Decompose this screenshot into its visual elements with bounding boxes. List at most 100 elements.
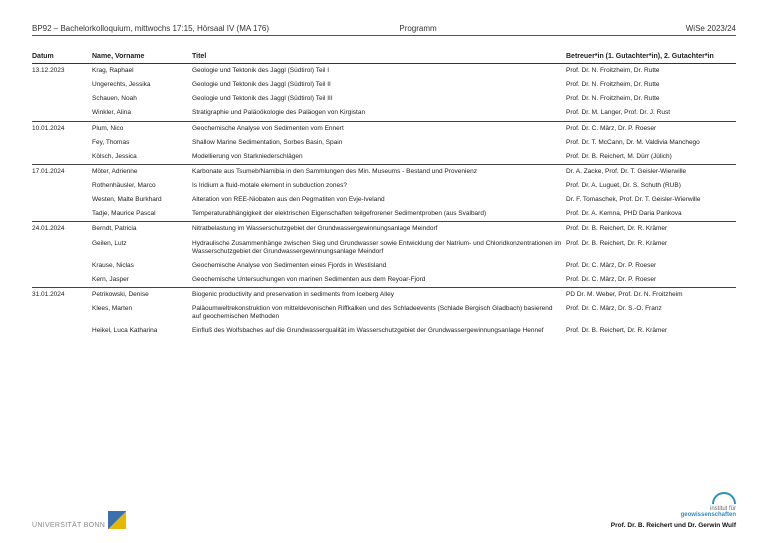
cell: Prof. Dr. B. Reichert, Dr. R. Krämer [566,222,736,237]
cell [32,150,92,165]
cell: Prof. Dr. M. Langer, Prof. Dr. J. Rust [566,106,736,121]
table-row: 24.01.2024Berndt, PatriciaNitratbelastun… [32,222,736,237]
cell: Prof. Dr. A. Luguet, Dr. S. Schuth (RUB) [566,179,736,193]
table-row: 17.01.2024Möter, AdrienneKarbonate aus T… [32,164,736,179]
cell [32,273,92,288]
cell: Prof. Dr. C. März, Dr. P. Roeser [566,259,736,273]
cell: Einfluß des Wolfsbaches auf die Grundwas… [192,324,566,338]
cell: Hydraulische Zusammenhänge zwischen Sieg… [192,237,566,259]
cell [32,237,92,259]
cell: Geilen, Lutz [92,237,192,259]
col-name: Name, Vorname [92,50,192,64]
cell: Is Iridium a fluid-motale element in sub… [192,179,566,193]
cell: Prof. Dr. T. McCann, Dr. M. Valdivia Man… [566,136,736,150]
cell: PD Dr. M. Weber, Prof. Dr. N. Froitzheim [566,288,736,303]
table-row: Krause, NiclasGeochemische Analyse von S… [32,259,736,273]
cell: Temperaturabhängigkeit der elektrischen … [192,207,566,222]
cell: 10.01.2024 [32,121,92,136]
table-row: Ungerechts, JessikaGeologie und Tektonik… [32,78,736,92]
cell: Biogenic productivity and preservation i… [192,288,566,303]
cell: Prof. Dr. C. März, Dr. P. Roeser [566,273,736,288]
header-mid: Programm [399,24,436,33]
table-row: 31.01.2024Petrikowski, DeniseBiogenic pr… [32,288,736,303]
table-row: Kölsch, JessicaModellierung von Starknie… [32,150,736,165]
cell: Geochemische Analyse von Sedimenten eine… [192,259,566,273]
table-row: Klees, MartenPaläoumweltrekonstruktion v… [32,302,736,324]
cell: Winkler, Alina [92,106,192,121]
table-row: Westen, Malte BurkhardAlteration von REE… [32,193,736,207]
byline: Prof. Dr. B. Reichert und Dr. Gerwin Wul… [611,522,736,529]
cell: Prof. Dr. A. Kemna, PHD Daria Pankova [566,207,736,222]
cell: Fey, Thomas [92,136,192,150]
table-row: Rothenhäusler, MarcoIs Iridium a fluid-m… [32,179,736,193]
table-row: Winkler, AlinaStratigraphie und Paläoöko… [32,106,736,121]
cell: Shallow Marine Sedimentation, Sorbes Bas… [192,136,566,150]
cell: Geologie und Tektonik des Jaggl (Südtiro… [192,64,566,79]
cell: Geologie und Tektonik des Jaggl (Südtiro… [192,78,566,92]
table-row: Geilen, LutzHydraulische Zusammenhänge z… [32,237,736,259]
table-row: Kern, JasperGeochemische Untersuchungen … [32,273,736,288]
cell: Ungerechts, Jessika [92,78,192,92]
cell: Geochemische Untersuchungen von marinen … [192,273,566,288]
table-row: 13.12.2023Krag, RaphaelGeologie und Tekt… [32,64,736,79]
cell [32,207,92,222]
header-left: BP92 – Bachelorkolloquium, mittwochs 17:… [32,24,269,33]
cell: Dr. A. Zacke, Prof. Dr. T. Geisler-Wierw… [566,164,736,179]
col-date: Datum [32,50,92,64]
uni-name: UNIVERSITÄT BONN [32,522,105,529]
cell: Prof. Dr. C. März, Dr. S.-O. Franz [566,302,736,324]
cell: 17.01.2024 [32,164,92,179]
cell: Schauen, Noah [92,92,192,106]
cell [32,302,92,324]
cell: Heikel, Luca Katharina [92,324,192,338]
cell: Kern, Jasper [92,273,192,288]
cell: Stratigraphie und Paläoökologie des Palä… [192,106,566,121]
cell: 31.01.2024 [32,288,92,303]
cell [32,259,92,273]
institute-line2: geowissenschaften [611,512,736,518]
schedule-table: Datum Name, Vorname Titel Betreuer*in (1… [32,50,736,339]
cell: Alteration von REE-Niobaten aus den Pegm… [192,193,566,207]
cell: Geologie und Tektonik des Jaggl (Südtiro… [192,92,566,106]
cell: Nitratbelastung im Wasserschutzgebiet de… [192,222,566,237]
cell: Rothenhäusler, Marco [92,179,192,193]
geo-arc-icon [712,492,736,504]
cell: Möter, Adrienne [92,164,192,179]
cell: Prof. Dr. N. Froitzheim, Dr. Rutte [566,64,736,79]
table-row: Schauen, NoahGeologie und Tektonik des J… [32,92,736,106]
cell: Prof. Dr. B. Reichert, M. Dürr (Jülich) [566,150,736,165]
cell: Plum, Nico [92,121,192,136]
table-row: 10.01.2024Plum, NicoGeochemische Analyse… [32,121,736,136]
cell: Berndt, Patricia [92,222,192,237]
page-footer: UNIVERSITÄT BONN institut für geowissens… [32,492,736,529]
table-row: Fey, ThomasShallow Marine Sedimentation,… [32,136,736,150]
institute-logo: institut für geowissenschaften Prof. Dr.… [611,492,736,529]
cell: Prof. Dr. N. Froitzheim, Dr. Rutte [566,78,736,92]
col-title: Titel [192,50,566,64]
cell [32,92,92,106]
page-header: BP92 – Bachelorkolloquium, mittwochs 17:… [32,24,736,36]
cell: 13.12.2023 [32,64,92,79]
cell: Prof. Dr. B. Reichert, Dr. R. Krämer [566,237,736,259]
cell [32,78,92,92]
cell: Karbonate aus Tsumeb/Namibia in den Samm… [192,164,566,179]
cell: Krag, Raphael [92,64,192,79]
cell: Geochemische Analyse von Sedimenten vom … [192,121,566,136]
table-row: Tadje, Maurice PascalTemperaturabhängigk… [32,207,736,222]
cell: Petrikowski, Denise [92,288,192,303]
uni-bonn-logo: UNIVERSITÄT BONN [32,511,126,529]
cell: Tadje, Maurice Pascal [92,207,192,222]
cell [32,136,92,150]
cell: 24.01.2024 [32,222,92,237]
cell: Paläoumweltrekonstruktion von mitteldevo… [192,302,566,324]
cell [32,106,92,121]
cell: Krause, Niclas [92,259,192,273]
cell: Klees, Marten [92,302,192,324]
cell: Kölsch, Jessica [92,150,192,165]
cell: Modellierung von Starkniederschlägen [192,150,566,165]
cell: Westen, Malte Burkhard [92,193,192,207]
uni-bonn-mark-icon [108,511,126,529]
cell: Prof. Dr. C. März, Dr. P. Roeser [566,121,736,136]
cell: Prof. Dr. N. Froitzheim, Dr. Rutte [566,92,736,106]
cell [32,324,92,338]
